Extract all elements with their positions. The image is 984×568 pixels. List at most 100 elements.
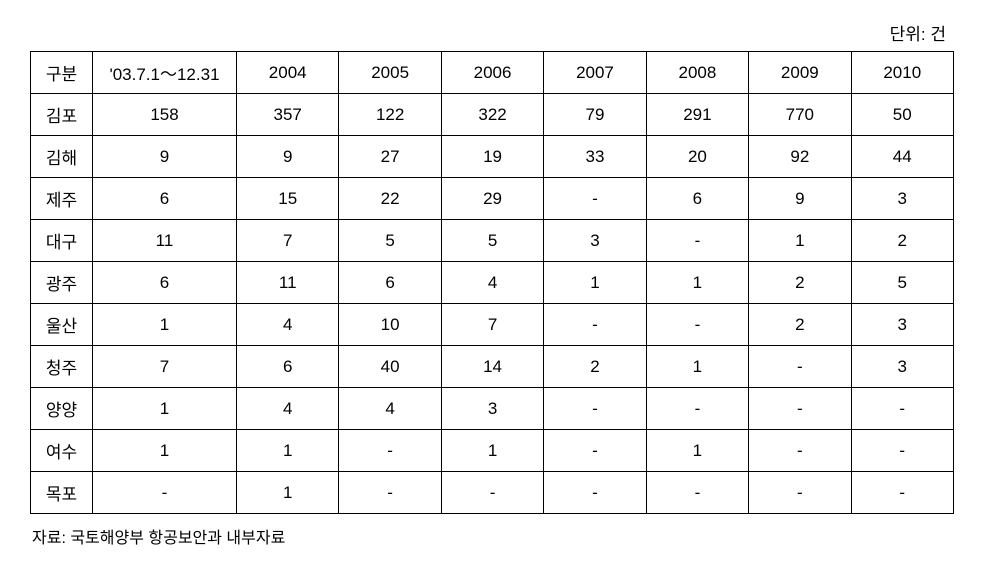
data-cell: 7 xyxy=(441,304,543,346)
row-label: 목포 xyxy=(31,472,93,514)
table-row: 김해99271933209244 xyxy=(31,136,954,178)
data-cell: 1 xyxy=(441,430,543,472)
data-cell: 6 xyxy=(93,262,237,304)
data-cell: - xyxy=(441,472,543,514)
row-label: 대구 xyxy=(31,220,93,262)
data-cell: - xyxy=(646,388,748,430)
data-cell: - xyxy=(646,472,748,514)
data-cell: - xyxy=(339,430,441,472)
data-cell: 4 xyxy=(339,388,441,430)
data-cell: 3 xyxy=(851,178,953,220)
data-cell: 9 xyxy=(93,136,237,178)
column-header: 2006 xyxy=(441,52,543,94)
data-cell: 6 xyxy=(93,178,237,220)
data-cell: - xyxy=(544,430,646,472)
data-cell: 19 xyxy=(441,136,543,178)
column-header: 2004 xyxy=(237,52,339,94)
data-cell: - xyxy=(646,304,748,346)
table-row: 대구117553-12 xyxy=(31,220,954,262)
data-cell: 1 xyxy=(544,262,646,304)
table-row: 여수11-1-1-- xyxy=(31,430,954,472)
table-row: 김포1583571223227929177050 xyxy=(31,94,954,136)
data-cell: 22 xyxy=(339,178,441,220)
column-header: 2008 xyxy=(646,52,748,94)
data-cell: 1 xyxy=(237,472,339,514)
data-cell: 5 xyxy=(851,262,953,304)
data-cell: - xyxy=(749,388,851,430)
data-cell: 3 xyxy=(544,220,646,262)
row-label: 울산 xyxy=(31,304,93,346)
data-cell: 4 xyxy=(237,388,339,430)
data-cell: - xyxy=(544,304,646,346)
data-cell: 1 xyxy=(93,388,237,430)
data-cell: 1 xyxy=(93,430,237,472)
data-cell: - xyxy=(544,472,646,514)
column-header: 2009 xyxy=(749,52,851,94)
data-cell: 357 xyxy=(237,94,339,136)
data-cell: - xyxy=(749,472,851,514)
column-header: 2007 xyxy=(544,52,646,94)
table-row: 울산14107--23 xyxy=(31,304,954,346)
table-row: 목포-1------ xyxy=(31,472,954,514)
data-cell: 10 xyxy=(339,304,441,346)
data-cell: 4 xyxy=(441,262,543,304)
data-cell: 9 xyxy=(749,178,851,220)
table-row: 청주76401421-3 xyxy=(31,346,954,388)
data-cell: - xyxy=(749,430,851,472)
row-label: 광주 xyxy=(31,262,93,304)
data-cell: - xyxy=(851,430,953,472)
data-cell: 1 xyxy=(237,430,339,472)
data-cell: 122 xyxy=(339,94,441,136)
data-cell: 6 xyxy=(646,178,748,220)
table-header-row: 구분 '03.7.1～12.31 2004 2005 2006 2007 200… xyxy=(31,52,954,94)
column-header: '03.7.1～12.31 xyxy=(93,52,237,94)
data-cell: 79 xyxy=(544,94,646,136)
data-cell: 6 xyxy=(339,262,441,304)
data-cell: 29 xyxy=(441,178,543,220)
data-cell: 33 xyxy=(544,136,646,178)
data-table: 구분 '03.7.1～12.31 2004 2005 2006 2007 200… xyxy=(30,51,954,514)
data-cell: 11 xyxy=(93,220,237,262)
data-cell: 770 xyxy=(749,94,851,136)
data-cell: 4 xyxy=(237,304,339,346)
data-cell: 158 xyxy=(93,94,237,136)
data-cell: 5 xyxy=(441,220,543,262)
column-header: 2005 xyxy=(339,52,441,94)
data-cell: 44 xyxy=(851,136,953,178)
data-cell: - xyxy=(544,178,646,220)
data-cell: 1 xyxy=(646,346,748,388)
row-label: 김포 xyxy=(31,94,93,136)
table-body: 김포1583571223227929177050김해99271933209244… xyxy=(31,94,954,514)
data-cell: 2 xyxy=(749,262,851,304)
source-label: 자료: 국토해양부 항공보안과 내부자료 xyxy=(30,524,954,548)
row-label: 김해 xyxy=(31,136,93,178)
data-cell: - xyxy=(851,472,953,514)
data-cell: 1 xyxy=(646,262,748,304)
data-cell: 11 xyxy=(237,262,339,304)
data-cell: - xyxy=(339,472,441,514)
table-row: 제주6152229-693 xyxy=(31,178,954,220)
data-cell: 6 xyxy=(237,346,339,388)
row-label: 청주 xyxy=(31,346,93,388)
data-cell: 9 xyxy=(237,136,339,178)
table-row: 광주611641125 xyxy=(31,262,954,304)
data-cell: 14 xyxy=(441,346,543,388)
data-cell: - xyxy=(93,472,237,514)
data-cell: 3 xyxy=(851,304,953,346)
data-cell: 2 xyxy=(851,220,953,262)
data-cell: 7 xyxy=(237,220,339,262)
data-cell: 20 xyxy=(646,136,748,178)
data-cell: - xyxy=(851,388,953,430)
data-cell: 1 xyxy=(93,304,237,346)
row-label: 여수 xyxy=(31,430,93,472)
data-cell: - xyxy=(646,220,748,262)
data-cell: 322 xyxy=(441,94,543,136)
column-header: 구분 xyxy=(31,52,93,94)
data-cell: 7 xyxy=(93,346,237,388)
data-cell: 2 xyxy=(749,304,851,346)
data-cell: 1 xyxy=(646,430,748,472)
data-cell: 27 xyxy=(339,136,441,178)
unit-label: 단위: 건 xyxy=(30,20,954,45)
data-cell: 291 xyxy=(646,94,748,136)
data-cell: - xyxy=(749,346,851,388)
